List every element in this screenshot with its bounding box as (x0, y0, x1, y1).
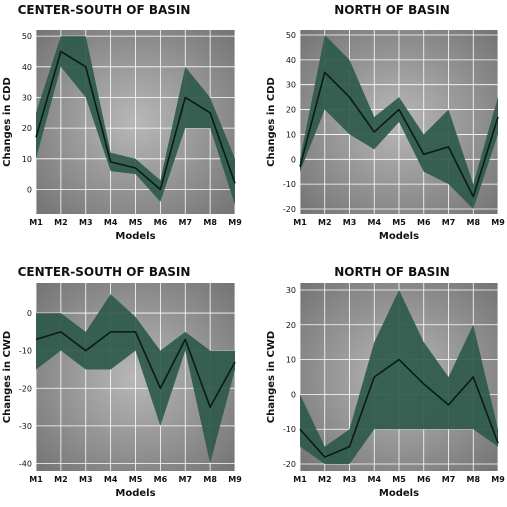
mean-line (299, 71, 499, 198)
x-tick-label: M6 (417, 475, 431, 484)
x-tick-label: M5 (129, 475, 143, 484)
y-tick-label: 0 (27, 309, 32, 318)
x-tick-label: M1 (29, 218, 43, 227)
x-tick-label: M8 (203, 218, 217, 227)
x-tick-label: M4 (104, 475, 118, 484)
x-tick-label: M9 (228, 218, 242, 227)
y-axis-label: Changes in CWD (266, 331, 277, 423)
y-tick-label: 30 (22, 93, 32, 102)
chart-title: CENTER-SOUTH OF BASIN (18, 265, 191, 279)
y-tick-label: 50 (22, 32, 32, 41)
y-tick-label: 0 (291, 390, 296, 399)
x-tick-label: M7 (178, 475, 192, 484)
x-tick-label: M3 (79, 475, 93, 484)
x-tick-label: M4 (367, 475, 381, 484)
y-tick-label: -20 (19, 384, 32, 393)
x-tick-label: M4 (367, 218, 381, 227)
y-tick-label: -10 (283, 180, 296, 189)
y-tick-label: 30 (286, 81, 296, 90)
y-tick-label: 50 (286, 31, 296, 40)
y-tick-label: 10 (22, 155, 32, 164)
x-tick-label: M9 (491, 218, 505, 227)
mean-line (35, 50, 236, 191)
x-axis-label: Models (379, 231, 419, 242)
x-tick-label: M1 (29, 475, 43, 484)
x-axis-label: Models (379, 488, 419, 499)
y-axis-label: Changes in CWD (2, 331, 13, 423)
x-tick-label: M7 (178, 218, 192, 227)
chart-title: NORTH OF BASIN (334, 3, 450, 17)
y-tick-label: -20 (283, 205, 296, 214)
mean-line (35, 331, 236, 408)
x-tick-label: M8 (466, 218, 480, 227)
x-tick-label: M9 (228, 475, 242, 484)
y-axis-label: Changes in CDD (2, 77, 13, 167)
y-tick-label: 10 (286, 356, 296, 365)
x-tick-label: M9 (491, 475, 505, 484)
x-axis-label: Models (115, 231, 155, 242)
y-tick-label: -30 (19, 422, 32, 431)
y-tick-label: 0 (291, 155, 296, 164)
y-tick-label: -10 (283, 425, 296, 434)
y-tick-label: 10 (286, 130, 296, 139)
x-tick-label: M7 (442, 218, 456, 227)
x-tick-label: M3 (343, 218, 357, 227)
uncertainty-band (300, 34, 498, 210)
x-tick-label: M2 (54, 475, 68, 484)
y-tick-label: 20 (22, 124, 32, 133)
uncertainty-band (36, 36, 235, 205)
x-tick-label: M5 (392, 475, 406, 484)
chart-title: NORTH OF BASIN (334, 265, 450, 279)
chart-panel-3: M1 M2 M3 M4 M5 M6 M7 M8 M9 -40 -30 -20 -10 0 Models Cha… (2, 265, 242, 499)
chart-panel-2: M1 M2 M3 M4 M5 M6 M7 M8 M9 -20 -10 0 10 20 30 40 50 Model… (266, 3, 505, 242)
x-tick-label: M2 (318, 218, 332, 227)
y-tick-label: -10 (19, 347, 32, 356)
x-tick-label: M7 (442, 475, 456, 484)
mean-line (299, 358, 499, 458)
chart-title: CENTER-SOUTH OF BASIN (18, 3, 191, 17)
chart-panel-1: M1 M2 M3 M4 M5 M6 M7 M8 M9 0 10 20 30 40 50 Models Chang… (2, 3, 242, 242)
x-tick-label: M4 (104, 218, 118, 227)
x-tick-label: M1 (293, 475, 307, 484)
y-tick-label: 0 (27, 185, 32, 194)
x-tick-label: M3 (343, 475, 357, 484)
uncertainty-band (300, 289, 498, 465)
chart-panel-4: M1 M2 M3 M4 M5 M6 M7 M8 M9 -20 -10 0 10 20 30 Models Cha… (266, 265, 505, 499)
x-tick-label: M8 (466, 475, 480, 484)
x-tick-label: M5 (392, 218, 406, 227)
x-tick-label: M5 (129, 218, 143, 227)
y-tick-label: -20 (283, 460, 296, 469)
y-tick-label: -40 (19, 459, 32, 468)
chart-panels: M1 M2 M3 M4 M5 M6 M7 M8 M9 0 10 20 30 40 50 Models Chang… (2, 3, 505, 499)
y-tick-label: 30 (286, 286, 296, 295)
uncertainty-band (36, 294, 235, 464)
x-tick-label: M2 (318, 475, 332, 484)
x-tick-label: M6 (154, 475, 168, 484)
y-tick-label: 20 (286, 321, 296, 330)
y-axis-label: Changes in CDD (266, 77, 277, 167)
y-tick-label: 40 (286, 56, 296, 65)
x-tick-label: M1 (293, 218, 307, 227)
x-axis-label: Models (115, 488, 155, 499)
x-tick-label: M6 (417, 218, 431, 227)
y-tick-label: 40 (22, 63, 32, 72)
x-tick-label: M3 (79, 218, 93, 227)
x-tick-label: M8 (203, 475, 217, 484)
x-tick-label: M2 (54, 218, 68, 227)
y-tick-label: 20 (286, 106, 296, 115)
x-tick-label: M6 (154, 218, 168, 227)
